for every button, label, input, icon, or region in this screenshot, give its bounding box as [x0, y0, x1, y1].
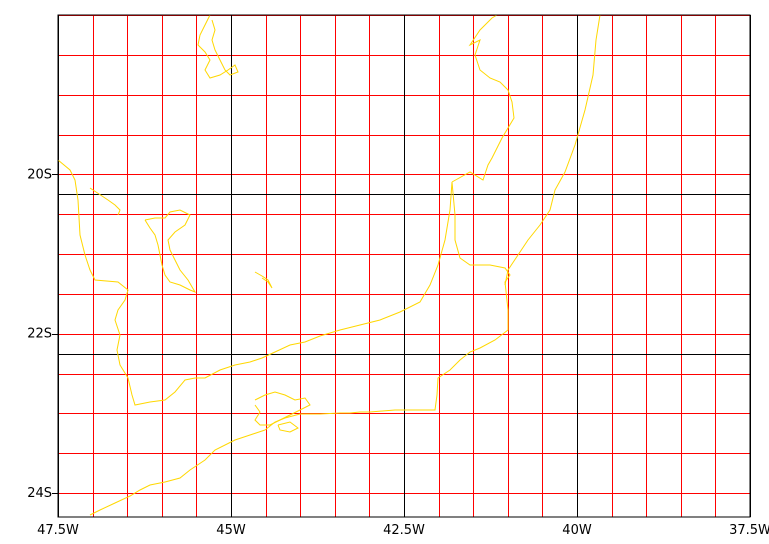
major-grid [52, 15, 751, 517]
x-tick-label: 37.5W [729, 523, 769, 538]
island [277, 421, 299, 433]
coast-mainland [57, 159, 453, 406]
y-tick-label: 22S [27, 327, 52, 342]
map-frame [57, 14, 751, 518]
y-tick-label: 20S [27, 167, 52, 182]
y-axis-labels: 20S 22S 24S [27, 167, 52, 501]
map-border [57, 14, 751, 518]
x-axis-labels: 47.5W 45W 42.5W 40W 37.5W [37, 523, 769, 538]
y-tick-label: 24S [27, 486, 52, 501]
reservoir-small [254, 271, 273, 289]
bay-guanabara [254, 391, 311, 426]
reservoir-furnas [144, 209, 197, 294]
x-tick-label: 45W [216, 523, 246, 538]
x-tick-label: 40W [562, 523, 592, 538]
reservoir-north [197, 14, 239, 79]
x-tick-label: 42.5W [383, 523, 425, 538]
coast-east [264, 181, 511, 431]
coast-northeast [451, 14, 515, 183]
coast-south [89, 429, 266, 516]
coastline [57, 14, 601, 516]
river-small [89, 187, 121, 216]
coast-espirito-santo [504, 14, 601, 286]
x-tick-label: 47.5W [37, 523, 79, 538]
